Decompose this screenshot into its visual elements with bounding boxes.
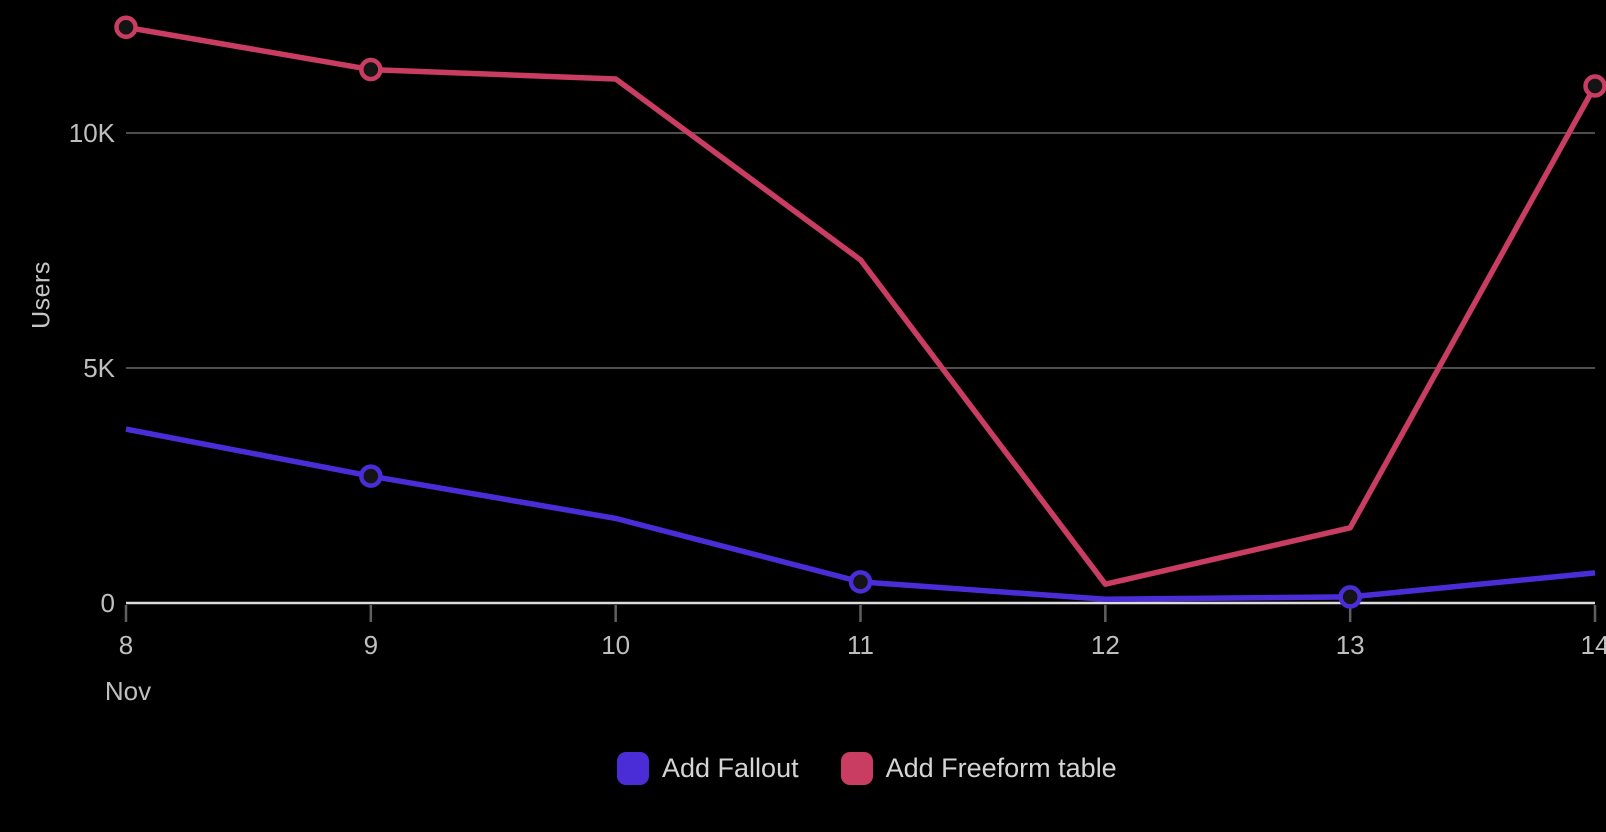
data-point-add-freeform-table-14[interactable] xyxy=(1583,74,1606,98)
legend-swatch-add-fallout xyxy=(617,752,649,785)
x-tick-label-14: 14 xyxy=(1580,630,1606,660)
legend: Add Fallout Add Freeform table xyxy=(617,752,1117,785)
data-point-add-fallout-13[interactable] xyxy=(1338,585,1362,609)
x-tick-label-11: 11 xyxy=(847,630,874,660)
x-axis-month-label: Nov xyxy=(104,676,152,706)
x-tick-label-9: 9 xyxy=(363,630,379,660)
x-tick-label-13: 13 xyxy=(1335,630,1365,660)
series-line-add-freeform-table xyxy=(125,24,1598,587)
data-point-add-freeform-table-8[interactable] xyxy=(114,15,138,39)
y-tick-label-0: 0 xyxy=(100,588,115,618)
y-axis-title: Users xyxy=(27,261,56,329)
legend-label-add-freeform-table: Add Freeform table xyxy=(885,753,1117,783)
y-tick-label-10K: 10K xyxy=(68,118,115,148)
data-point-add-freeform-table-9[interactable] xyxy=(359,57,383,82)
legend-swatch-add-freeform-table xyxy=(840,752,873,785)
legend-item-add-fallout[interactable]: Add Fallout xyxy=(617,752,799,785)
legend-item-add-freeform-table[interactable]: Add Freeform table xyxy=(840,752,1117,785)
y-tick-label-5K: 5K xyxy=(83,353,115,383)
x-tick-label-10: 10 xyxy=(601,630,631,660)
x-tick-label-12: 12 xyxy=(1090,630,1120,660)
legend-label-add-fallout: Add Fallout xyxy=(662,753,799,783)
data-point-add-fallout-9[interactable] xyxy=(359,464,383,488)
x-tick-label-8: 8 xyxy=(118,630,134,660)
data-point-add-fallout-11[interactable] xyxy=(848,570,873,594)
